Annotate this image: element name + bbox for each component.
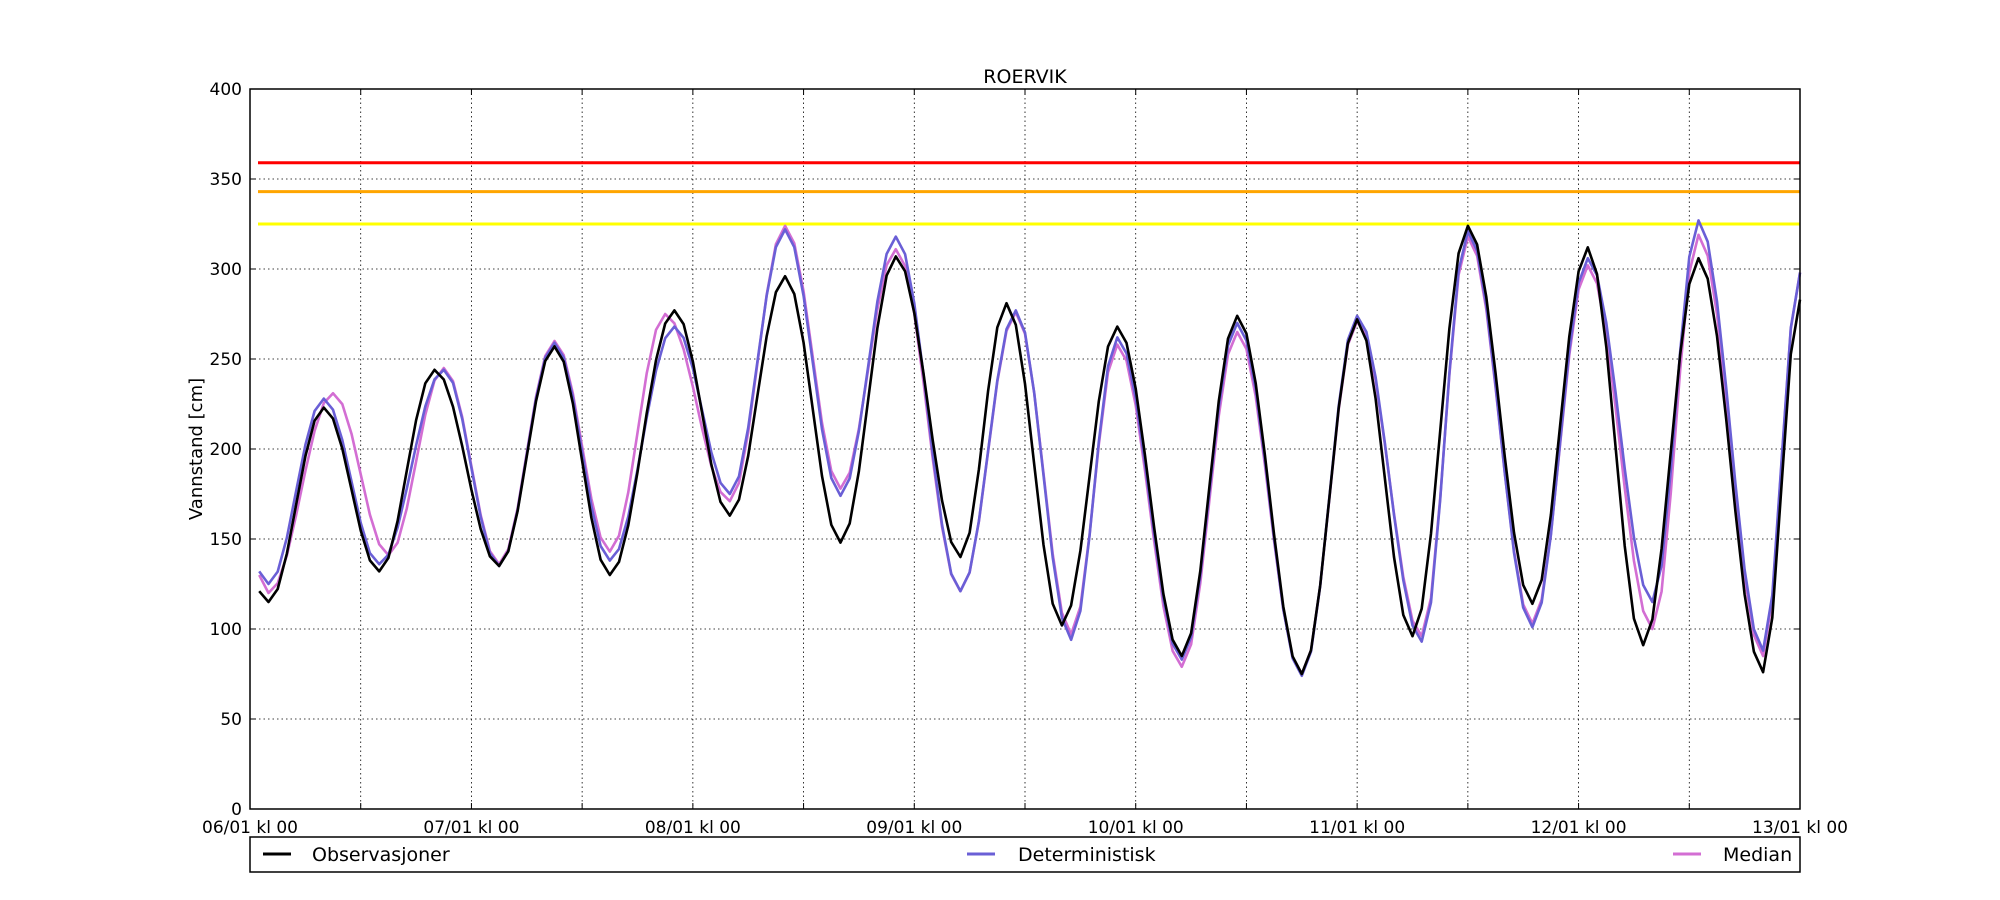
legend-item-median: Median (1673, 844, 1792, 866)
x-tick-label: 09/01 kl 00 (866, 818, 962, 838)
y-tick-label: 300 (210, 260, 242, 280)
y-axis-label: Vannstand [cm] (186, 378, 207, 520)
x-tick-label: 12/01 kl 00 (1531, 818, 1627, 838)
x-tick-label: 13/01 kl 00 (1752, 818, 1848, 838)
y-tick-label: 50 (220, 710, 242, 730)
threshold-lines (258, 161, 1800, 226)
axis-ticks: 0 50 100 150 200 250 300 350 400 06/01 kl 00 07/01… (202, 80, 1848, 838)
legend-box (249, 836, 1801, 873)
y-tick-label: 350 (210, 170, 242, 190)
x-tick-label: 08/01 kl 00 (645, 818, 741, 838)
y-tick-label: 150 (210, 530, 242, 550)
legend-label: Observasjoner (312, 844, 450, 866)
x-tick-label: 11/01 kl 00 (1309, 818, 1405, 838)
series-line-deterministisk (258, 219, 1802, 678)
chart-title: ROERVIK (983, 66, 1067, 88)
y-tick-label: 0 (231, 800, 242, 820)
x-tick-label: 07/01 kl 00 (423, 818, 519, 838)
grid (249, 88, 1801, 810)
x-tick-label: 06/01 kl 00 (202, 818, 298, 838)
legend-item-deterministisk: Deterministisk (967, 844, 1156, 866)
legend-label: Median (1723, 844, 1792, 866)
series-line-observasjoner (258, 224, 1802, 676)
y-tick-label: 400 (210, 80, 242, 100)
legend-item-observasjoner: Observasjoner (263, 844, 450, 866)
series-line-median (258, 224, 1802, 676)
y-tick-label: 200 (210, 440, 242, 460)
y-tick-label: 250 (210, 350, 242, 370)
y-tick-label: 100 (210, 620, 242, 640)
legend-label: Deterministisk (1018, 844, 1156, 866)
series-lines (258, 219, 1802, 678)
x-tick-label: 10/01 kl 00 (1088, 818, 1184, 838)
legend: Observasjoner Deterministisk Median (249, 836, 1801, 873)
